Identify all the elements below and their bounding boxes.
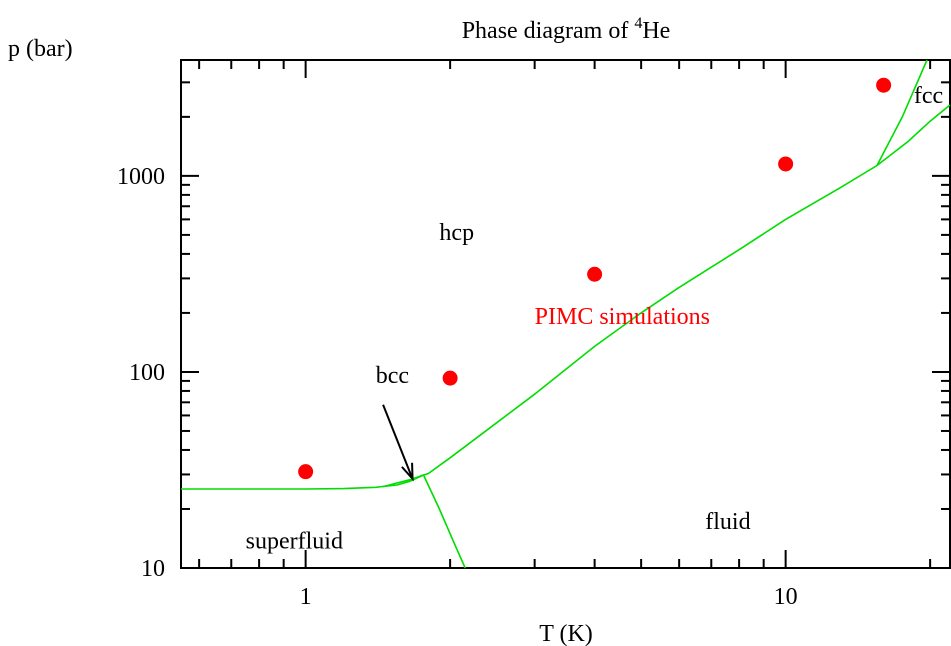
plot-frame [180, 59, 951, 569]
y-axis-label: p (bar) [8, 36, 73, 62]
chart-title-suffix: He [642, 18, 670, 44]
bcc-arrow-shaft [382, 404, 414, 480]
y-tick-label: 1000 [117, 164, 165, 190]
annotation-fcc: fcc [914, 83, 943, 109]
lambda-line [422, 474, 466, 569]
pimc-data-point [298, 464, 314, 480]
y-tick-label: 10 [141, 556, 165, 582]
axis-ticks: 1 10 10 100 1000 [117, 60, 950, 610]
phase-boundaries [181, 59, 951, 569]
pimc-data-point [587, 266, 603, 282]
annotations: hcp PIMC simulations bcc fluid superfluid fcc [246, 83, 944, 554]
chart-title: Phase diagram of 4He [462, 15, 671, 44]
plot-frame-group [180, 59, 951, 569]
x-tick-label: 1 [300, 584, 312, 610]
pimc-points [298, 77, 892, 480]
annotation-bcc: bcc [376, 363, 409, 389]
chart-title-main: Phase diagram of [462, 18, 635, 44]
x-axis-label: T (K) [539, 621, 593, 646]
pimc-data-point [778, 156, 794, 172]
x-tick-label: 10 [774, 584, 798, 610]
fcc-hcp-boundary-line [876, 59, 928, 166]
pimc-data-point [442, 370, 458, 386]
annotation-superfluid: superfluid [246, 528, 343, 554]
bcc-boundary-line [382, 474, 424, 488]
pimc-data-point [876, 77, 892, 93]
melting-curve [181, 104, 951, 490]
chart-title-superscript: 4 [634, 15, 642, 32]
annotation-pimc-simulations: PIMC simulations [535, 304, 710, 330]
y-tick-label: 100 [129, 360, 165, 386]
bcc-arrow-head [401, 462, 414, 482]
annotation-hcp: hcp [439, 220, 474, 246]
annotation-fluid: fluid [705, 509, 750, 535]
